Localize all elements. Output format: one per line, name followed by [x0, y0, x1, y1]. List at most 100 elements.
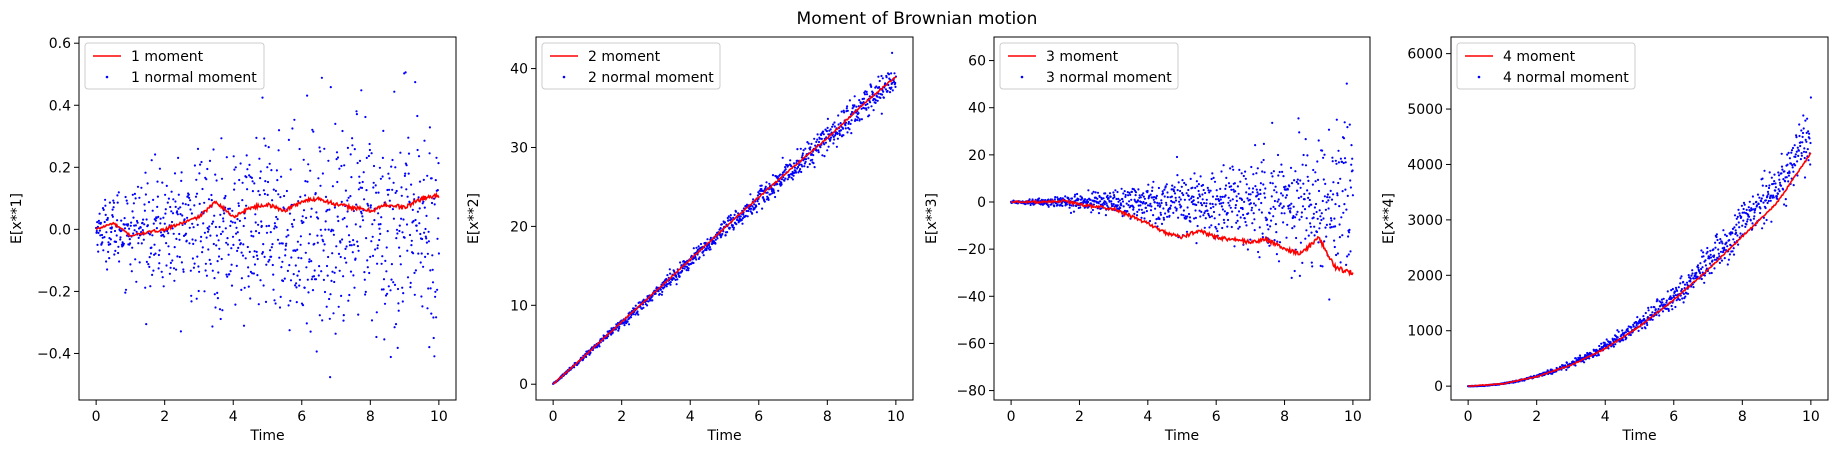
- scatter-point: [1786, 163, 1789, 166]
- scatter-point: [111, 215, 114, 218]
- scatter-point: [812, 162, 815, 165]
- scatter-point: [256, 257, 259, 261]
- scatter-point: [325, 305, 328, 308]
- scatter-point: [637, 313, 640, 316]
- scatter-point: [418, 207, 421, 210]
- scatter-point: [1162, 218, 1166, 221]
- scatter-point: [428, 126, 431, 129]
- scatter-point: [1270, 172, 1273, 175]
- scatter-point: [387, 172, 390, 175]
- scatter-point: [1246, 248, 1249, 251]
- scatter-point: [1670, 289, 1673, 292]
- scatter-point: [397, 309, 400, 312]
- scatter-point: [1210, 215, 1213, 218]
- scatter-point: [1606, 343, 1609, 346]
- scatter-point: [120, 219, 123, 222]
- scatter-point: [855, 105, 858, 108]
- scatter-point: [723, 221, 727, 224]
- scatter-point: [1332, 193, 1335, 196]
- scatter-point: [211, 222, 214, 225]
- scatter-point: [249, 270, 252, 273]
- scatter-point: [1604, 343, 1607, 346]
- scatter-point: [636, 310, 639, 313]
- scatter-point: [152, 198, 155, 201]
- scatter-point: [1778, 181, 1782, 184]
- scatter-point: [809, 148, 812, 151]
- scatter-point: [1805, 151, 1808, 154]
- scatter-point: [1335, 162, 1338, 165]
- scatter-point: [208, 225, 211, 228]
- scatter-point: [433, 355, 436, 358]
- scatter-point: [264, 180, 267, 183]
- scatter-point: [380, 216, 383, 219]
- scatter-point: [227, 253, 230, 256]
- scatter-point: [341, 129, 344, 133]
- scatter-point: [757, 191, 760, 194]
- scatter-point: [302, 209, 306, 212]
- scatter-point: [328, 297, 331, 301]
- scatter-point: [1074, 193, 1077, 196]
- scatter-point: [1783, 170, 1786, 173]
- scatter-point: [339, 255, 342, 259]
- legend-entry-points: 2 normal moment: [588, 70, 714, 86]
- scatter-point: [1199, 215, 1202, 218]
- scatter-point: [333, 206, 336, 209]
- scatter-point: [1578, 354, 1582, 357]
- scatter-point: [1133, 212, 1136, 215]
- scatter-point: [1336, 192, 1339, 195]
- scatter-point: [1257, 198, 1260, 201]
- scatter-point: [1121, 197, 1124, 201]
- scatter-point: [128, 227, 131, 230]
- scatter-point: [197, 265, 200, 268]
- scatter-point: [1183, 198, 1186, 201]
- scatter-point: [1305, 217, 1308, 220]
- scatter-point: [210, 193, 213, 197]
- scatter-point: [172, 267, 176, 270]
- scatter-point: [1290, 182, 1294, 185]
- scatter-point: [1233, 245, 1236, 248]
- scatter-point: [133, 192, 136, 195]
- scatter-point: [765, 181, 768, 184]
- scatter-point: [893, 72, 896, 75]
- scatter-point: [1276, 153, 1280, 157]
- scatter-point: [817, 149, 820, 152]
- scatter-point: [207, 248, 210, 251]
- scatter-point: [195, 192, 199, 195]
- scatter-point: [1271, 175, 1274, 178]
- scatter-point: [334, 266, 337, 269]
- scatter-point: [425, 214, 428, 217]
- scatter-point: [355, 110, 358, 113]
- scatter-point: [1113, 196, 1116, 199]
- scatter-point: [359, 210, 363, 213]
- scatter-point: [668, 268, 671, 271]
- scatter-point: [1715, 258, 1718, 261]
- y-tick-label: 2000: [1407, 268, 1443, 284]
- scatter-point: [1665, 301, 1668, 304]
- scatter-point: [646, 304, 649, 307]
- scatter-point: [1796, 160, 1799, 163]
- scatter-point: [695, 258, 698, 261]
- scatter-point: [104, 198, 107, 201]
- scatter-point: [1670, 296, 1673, 300]
- scatter-point: [376, 244, 379, 247]
- scatter-point: [1244, 177, 1247, 180]
- scatter-point: [255, 250, 258, 253]
- scatter-point: [784, 177, 787, 180]
- scatter-point: [254, 230, 258, 233]
- scatter-point: [1115, 197, 1118, 201]
- scatter-point: [1709, 249, 1712, 252]
- scatter-point: [243, 286, 246, 289]
- scatter-point: [422, 200, 425, 203]
- scatter-point: [402, 218, 405, 221]
- x-tick-label: 0: [1464, 409, 1473, 425]
- scatter-point: [106, 218, 109, 221]
- scatter-point: [1185, 217, 1188, 220]
- scatter-point: [1298, 131, 1301, 134]
- scatter-point: [1315, 210, 1318, 214]
- scatter-point: [120, 229, 123, 232]
- scatter-point: [1682, 280, 1685, 284]
- scatter-point: [242, 324, 246, 327]
- scatter-point: [333, 271, 336, 274]
- scatter-point: [1232, 188, 1235, 191]
